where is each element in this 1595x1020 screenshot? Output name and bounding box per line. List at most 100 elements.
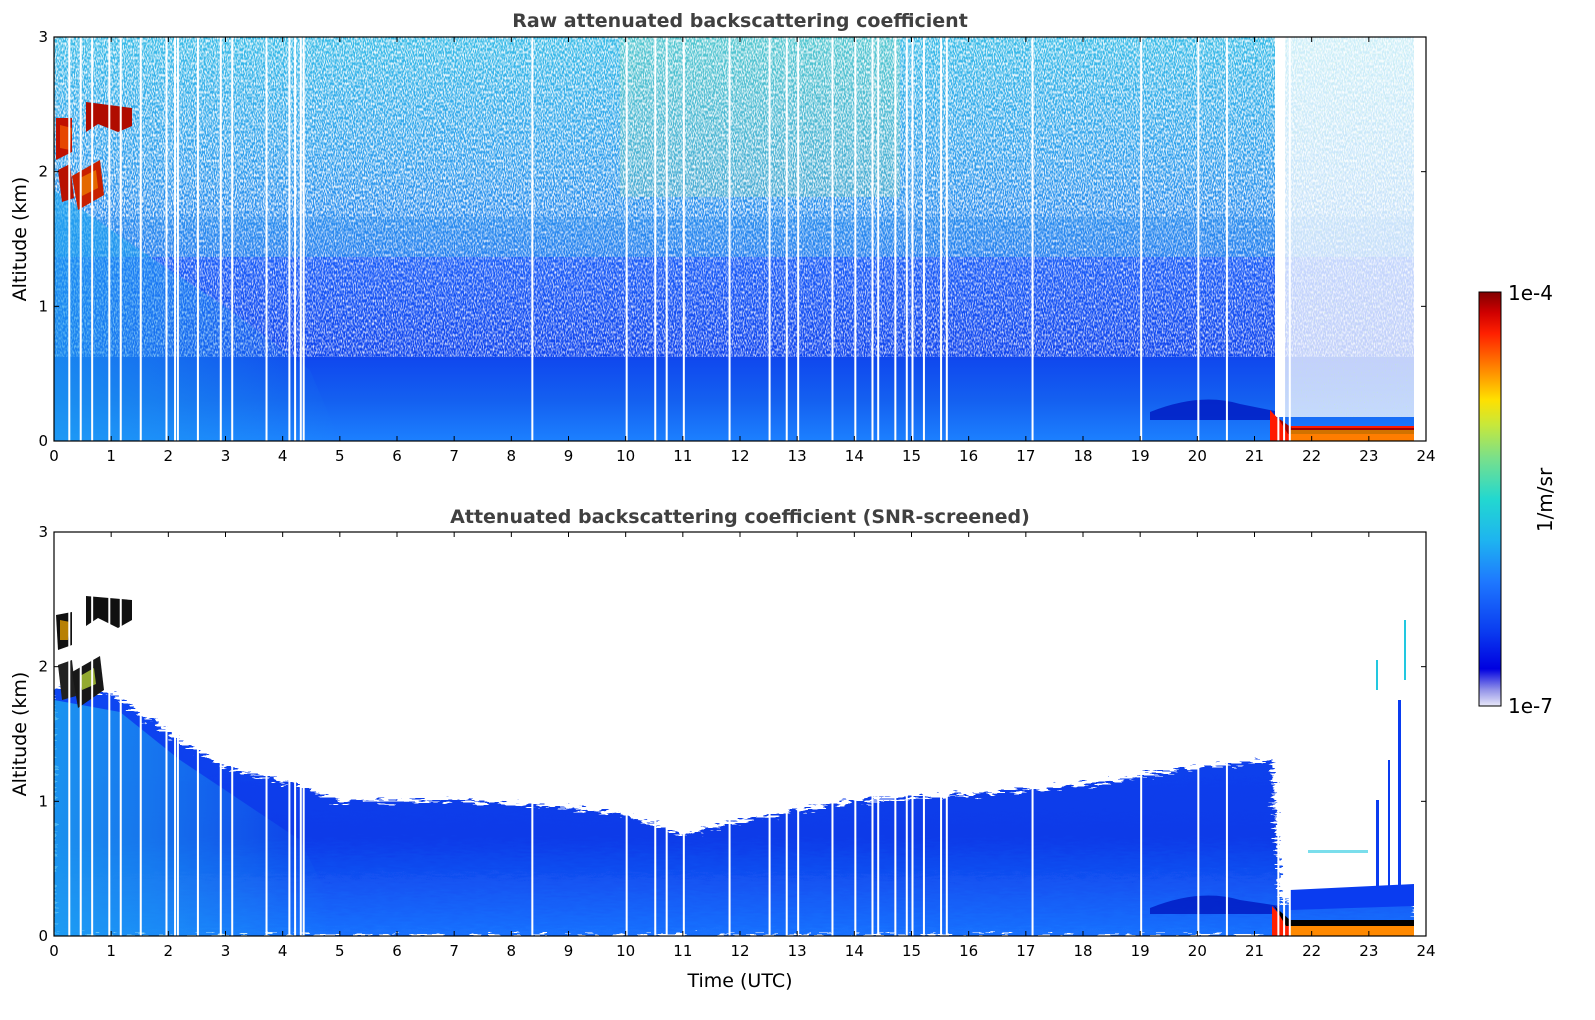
x-tick-label: 6 (392, 942, 402, 960)
x-tick-label: 12 (730, 942, 749, 960)
x-tick-label: 6 (392, 447, 402, 465)
x-tick-label: 15 (902, 942, 921, 960)
data-gap (654, 532, 657, 936)
data-gap (79, 37, 82, 441)
data-gap (91, 37, 94, 441)
data-gap (219, 532, 222, 936)
data-gap (165, 37, 168, 441)
data-gap (1031, 532, 1034, 936)
data-gap (294, 532, 297, 936)
data-gap (79, 532, 82, 936)
chart-title: Raw attenuated backscattering coefficien… (512, 10, 968, 32)
data-gap (1225, 37, 1228, 441)
x-tick-label: 5 (335, 447, 345, 465)
x-tick-label: 23 (1359, 942, 1378, 960)
x-axis-label: Time (UTC) (686, 970, 792, 992)
data-gap (231, 37, 234, 441)
data-gap (91, 532, 94, 936)
residual-layer (1150, 399, 1280, 420)
data-gap (1197, 37, 1200, 441)
y-axis-label: Altitude (km) (9, 177, 31, 302)
y-tick-label: 1 (38, 297, 48, 315)
x-tick-label: 8 (507, 447, 517, 465)
x-tick-label: 14 (845, 447, 864, 465)
data-gap (196, 37, 199, 441)
boundary-layer-aerosol (54, 686, 1415, 936)
gap-band (1275, 37, 1285, 417)
x-tick-label: 7 (449, 942, 459, 960)
data-gap (785, 532, 788, 936)
data-gap (728, 532, 731, 936)
x-tick-label: 18 (1073, 942, 1092, 960)
data-gap (911, 37, 914, 441)
data-gap (165, 532, 168, 936)
data-gap (139, 37, 142, 441)
x-tick-label: 1 (106, 447, 116, 465)
data-gap (877, 532, 880, 936)
x-tick-label: 19 (1131, 942, 1150, 960)
data-gap (302, 532, 305, 936)
no-data-region (1414, 532, 1426, 936)
data-gap (785, 37, 788, 441)
colorbar-min-label: 1e-7 (1508, 694, 1553, 718)
data-gap (945, 532, 948, 936)
data-gap (1283, 532, 1286, 936)
data-gap (68, 532, 71, 936)
data-gap (797, 37, 800, 441)
x-tick-label: 4 (278, 447, 288, 465)
data-gap (940, 532, 943, 936)
data-gap (1225, 532, 1228, 936)
x-tick-label: 21 (1245, 942, 1264, 960)
data-gap (894, 532, 897, 936)
plot-area (54, 37, 1426, 441)
x-tick-label: 11 (673, 942, 692, 960)
data-gap (288, 532, 291, 936)
data-gap (854, 37, 857, 441)
data-gap (654, 37, 657, 441)
data-gap (854, 532, 857, 936)
attenuated-speckle (1275, 37, 1426, 417)
data-gap (625, 532, 628, 936)
y-tick-label: 2 (38, 163, 48, 181)
data-gap (231, 532, 234, 936)
data-gap (1288, 532, 1291, 936)
data-gap (288, 37, 291, 441)
y-tick-label: 3 (38, 523, 48, 541)
data-gap (905, 37, 908, 441)
colorbar: 1e-4 1e-7 1/m/sr (1478, 281, 1557, 718)
data-gap (1140, 532, 1143, 936)
x-tick-label: 23 (1359, 447, 1378, 465)
data-gap (768, 532, 771, 936)
data-gap (68, 37, 71, 441)
x-tick-label: 22 (1302, 942, 1321, 960)
x-tick-label: 11 (673, 447, 692, 465)
data-gap (1197, 532, 1200, 936)
x-tick-label: 22 (1302, 447, 1321, 465)
x-tick-label: 12 (730, 447, 749, 465)
x-tick-label: 10 (616, 942, 635, 960)
x-tick-label: 18 (1073, 447, 1092, 465)
data-gap (299, 532, 302, 936)
x-tick-label: 9 (564, 447, 574, 465)
data-gap (1288, 37, 1291, 441)
x-tick-label: 2 (164, 942, 174, 960)
snr-screened-panel: Attenuated backscattering coefficient (S… (9, 506, 1436, 992)
data-gap (871, 37, 874, 441)
x-tick-label: 0 (49, 447, 59, 465)
x-tick-label: 7 (449, 447, 459, 465)
surface-fog-edge (1290, 430, 1414, 441)
x-tick-label: 15 (902, 447, 921, 465)
y-tick-label: 0 (38, 432, 48, 450)
x-tick-label: 14 (845, 942, 864, 960)
data-gap (176, 532, 179, 936)
data-gap (1140, 37, 1143, 441)
data-gap (108, 37, 111, 441)
morning-aerosol (54, 700, 330, 936)
x-tick-label: 16 (959, 447, 978, 465)
data-gap (1414, 37, 1417, 441)
data-gap (299, 37, 302, 441)
late-aerosol-spikes (1308, 620, 1406, 900)
colorbar-unit-label: 1/m/sr (1533, 467, 1557, 532)
data-gap (119, 37, 122, 441)
data-gap (682, 532, 685, 936)
